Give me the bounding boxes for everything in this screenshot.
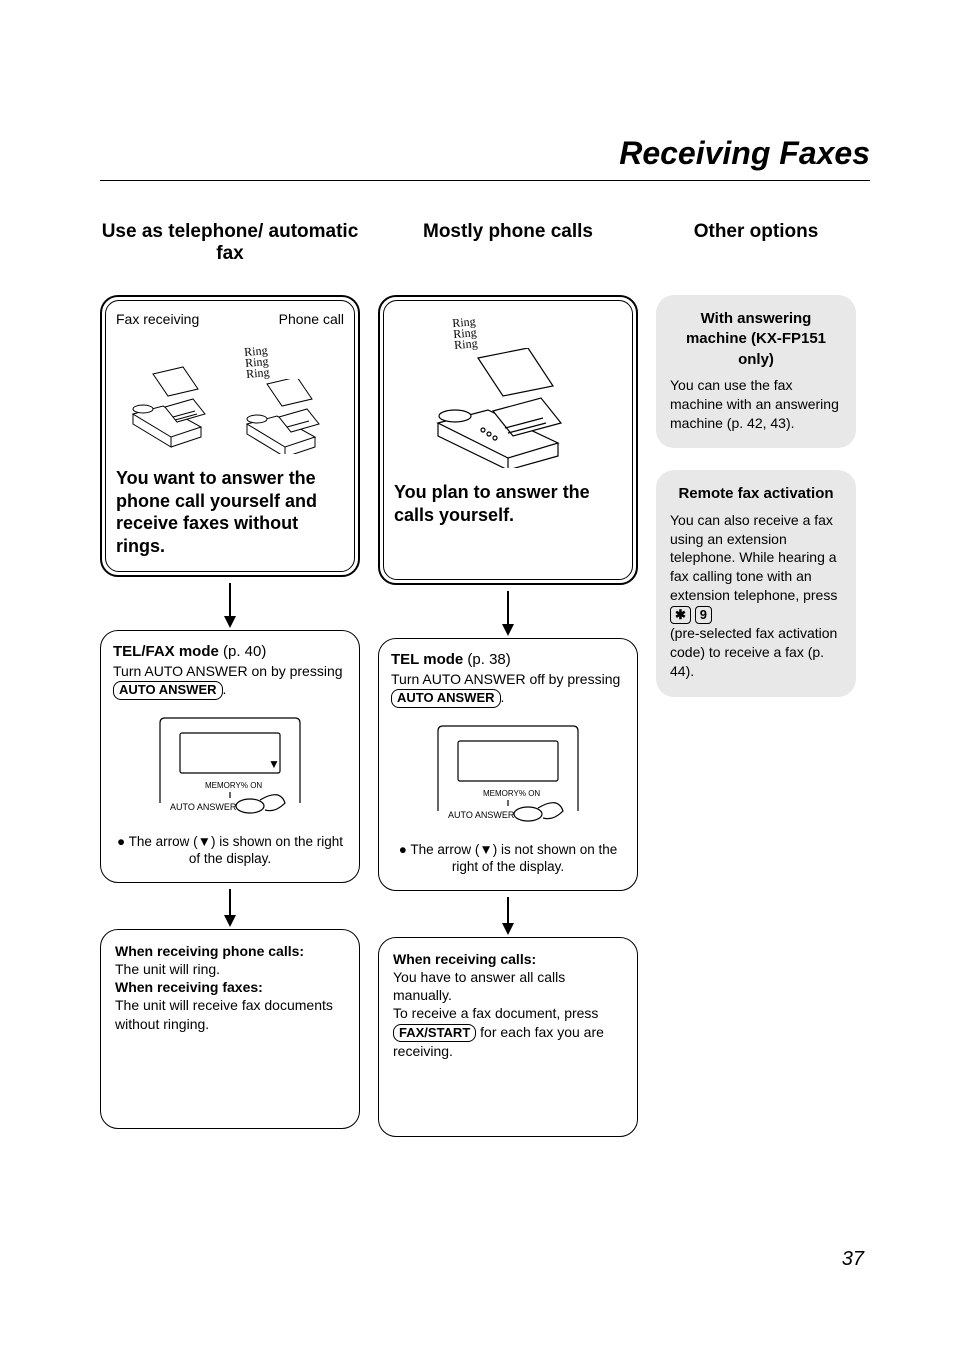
column-other: Other options With answering machine (KX… [656,221,856,719]
col2-mode-ref: (p. 38) [463,651,511,668]
page-title: Receiving Faxes [100,135,870,172]
col1-mode-ref: (p. 40) [219,643,267,660]
title-rule [100,180,870,181]
ring-label: Ring Ring Ring [244,339,338,379]
col1-heading: Use as telephone/ automatic fax [100,221,360,269]
col1-result-l2: The unit will receive fax documents with… [115,997,333,1031]
star-key: ✱ [670,606,691,624]
display-illustration: ▼ MEMORY% ON AUTO ANSWER [150,708,310,828]
col1-result-l1: The unit will ring. [115,961,220,977]
optcard2-body-post: (pre-selected fax activation code) to re… [670,625,837,679]
col2-result-l1b: When receiving calls: [393,951,536,967]
svg-text:MEMORY% ON: MEMORY% ON [483,789,540,798]
col1-mode-title: TEL/FAX mode [113,643,219,660]
display-illustration: MEMORY% ON AUTO ANSWER [428,716,588,836]
nine-key: 9 [695,606,712,624]
col1-fax-illustration: Ring Ring Ring [116,327,344,457]
fax-machine-icon [123,359,223,454]
col2-result: When receiving calls: You have to answer… [378,937,638,1137]
col1-callout: Fax receiving Phone call [100,295,360,577]
col3-heading: Other options [656,221,856,269]
col2-fax-illustration: Ring Ring Ring [394,311,622,471]
svg-text:AUTO ANSWER: AUTO ANSWER [448,810,515,820]
arrow-down-icon [378,591,638,636]
optcard1-body: You can use the fax machine with an answ… [670,376,842,433]
col2-mode-desc-post: . [501,689,505,705]
col2-callout: Ring Ring Ring [378,295,638,585]
col2-modebox: TEL mode (p. 38) Turn AUTO ANSWER off by… [378,638,638,891]
column-tel: Mostly phone calls Ring Ring Ring [378,221,638,1137]
optcard1-title: With answering machine (KX-FP151 only) [670,309,842,370]
svg-text:MEMORY% ON: MEMORY% ON [205,781,262,790]
optcard2-title: Remote fax activation [670,484,842,504]
arrow-down-icon [100,889,360,927]
col1-callout-text: You want to answer the phone call yourse… [116,467,344,557]
ring-label: Ring Ring Ring [452,306,594,350]
svg-text:AUTO ANSWER: AUTO ANSWER [170,802,237,812]
col1-illus-label-left: Fax receiving [116,311,199,327]
col2-result-l1: You have to answer all calls manually. [393,969,565,1003]
svg-text:▼: ▼ [268,757,280,771]
fax-start-key: FAX/START [393,1024,476,1043]
arrow-down-icon [378,897,638,935]
col1-mode-desc-pre: Turn AUTO ANSWER on by pressing [113,663,343,679]
auto-answer-key: AUTO ANSWER [113,681,223,700]
col1-result-l1b: When receiving phone calls: [115,943,304,959]
col2-callout-text: You plan to answer the calls yourself. [394,481,622,526]
col2-heading: Mostly phone calls [378,221,638,269]
col2-result-l2: To receive a fax document, press [393,1005,598,1021]
col2-mode-title: TEL mode [391,651,463,668]
columns: Use as telephone/ automatic fax Fax rece… [100,221,870,1137]
auto-answer-key: AUTO ANSWER [391,689,501,708]
col1-result: When receiving phone calls: The unit wil… [100,929,360,1129]
col1-illus-label-right: Phone call [279,311,344,327]
col2-mode-desc-pre: Turn AUTO ANSWER off by pressing [391,671,620,687]
page-number: 37 [842,1248,864,1271]
column-telfax: Use as telephone/ automatic fax Fax rece… [100,221,360,1129]
optcard2-body-pre: You can also receive a fax using an exte… [670,512,837,604]
arrow-down-icon [100,583,360,628]
col1-mode-desc-post: . [223,681,227,697]
fax-machine-icon [423,348,593,468]
col2-display-note: ● The arrow (▼) is not shown on the righ… [391,842,625,876]
col1-modebox: TEL/FAX mode (p. 40) Turn AUTO ANSWER on… [100,630,360,883]
option-card-remote-fax: Remote fax activation You can also recei… [656,470,856,696]
col1-result-l2b: When receiving faxes: [115,979,263,995]
option-card-answering-machine: With answering machine (KX-FP151 only) Y… [656,295,856,448]
col1-display-note: ● The arrow (▼) is shown on the right of… [113,834,347,868]
fax-machine-icon [237,379,337,454]
